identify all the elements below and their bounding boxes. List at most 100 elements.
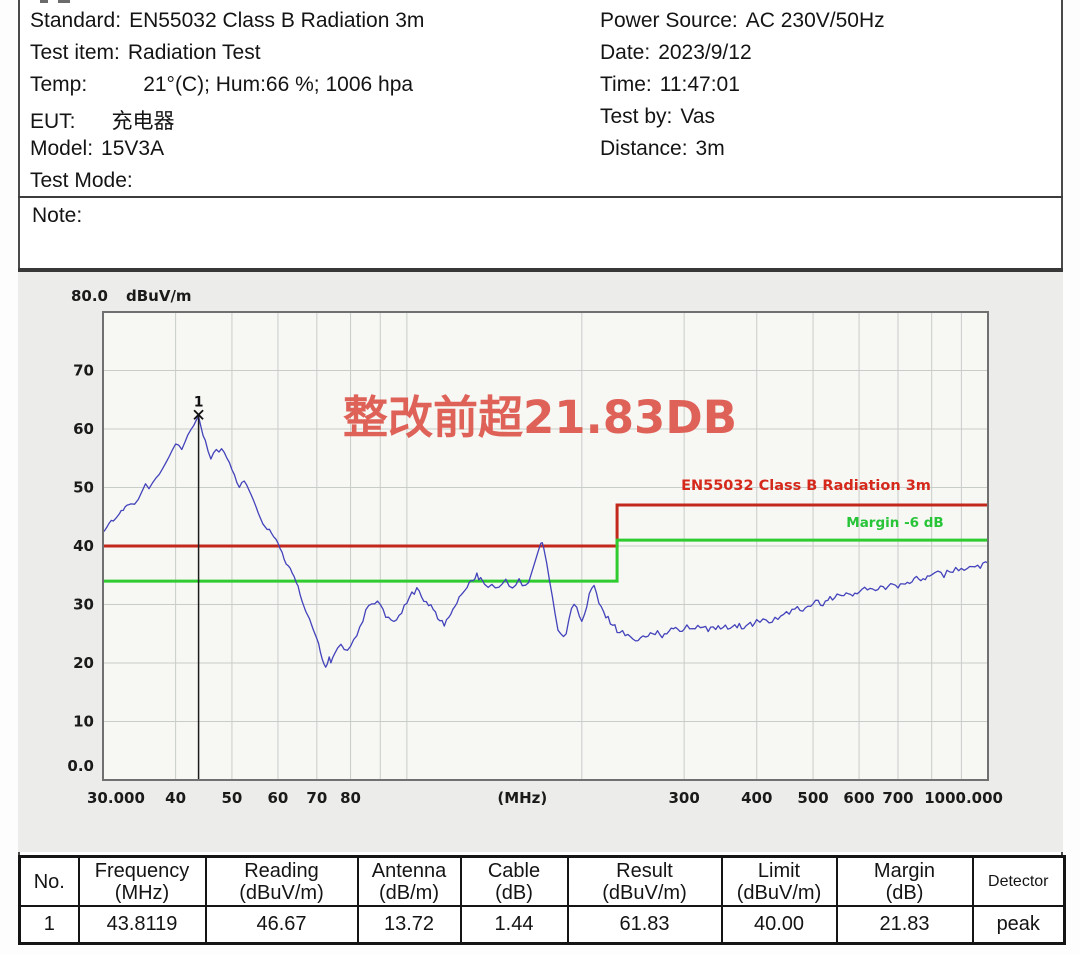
test-info-row-left-0: Standard: EN55032 Class B Radiation 3m [30,9,424,33]
field-label: Temp: [30,73,88,96]
column-unit: (dB) [885,881,924,904]
test-info-row-right-0: Power Source: AC 230V/50Hz [600,9,885,33]
x-tick-label: 60 [268,789,289,807]
field-value: 3m [695,137,725,160]
measurement-trace [102,415,989,668]
column-name: Limit [757,859,801,882]
table-cell: peak [971,905,1066,945]
field-value: Radiation Test [127,41,261,64]
margin-line-label: Margin -6 dB [846,515,943,531]
header-note-divider [18,196,1063,198]
field-value: 11:47:01 [659,73,740,96]
x-tick-label: 700 [882,789,913,807]
chart-panel: 1 EN55032 Class B Radiation 3m Margin -6 d… [18,272,1063,852]
test-info-row-right-1: Date: 2023/9/12 [600,41,752,65]
y-tick-label: 10 [73,713,94,731]
test-info-row-right-4: Distance: 3m [600,137,725,161]
column-header-reading: Reading (dBuV/m) [204,855,359,907]
table-cell: 1.44 [459,905,569,945]
note-label: Note: [32,204,83,227]
y-axis-max-label: 80.0 [71,287,108,305]
field-label: Test by: [600,105,673,128]
x-tick-label: 600 [843,789,874,807]
field-label: Test Mode: [30,169,133,192]
x-tick-label: 400 [741,789,772,807]
results-table-header-row: No. Frequency (MHz) Reading (dBuV/m) Antenna(… [18,855,1066,907]
column-name: Antenna [371,859,447,882]
column-name: Margin [873,859,936,882]
x-tick-label: 500 [797,789,828,807]
limit-line-label: EN55032 Class B Radiation 3m [681,478,931,494]
table-cell: 46.67 [204,905,359,945]
field-label: Distance: [600,137,688,160]
column-unit: (dBuV/m) [736,881,822,904]
test-info-row-left-4: Model: 15V3A [30,137,164,161]
x-axis-unit-label: (MHz) [497,789,547,807]
table-cell: 61.83 [566,905,723,945]
margin-line [103,538,988,583]
limit-line [103,503,988,548]
field-label: Standard: [30,9,122,32]
x-tick-label: 40 [165,789,186,807]
column-name: No. [33,870,65,893]
column-name: Cable [487,859,541,882]
x-tick-label: 80 [340,789,361,807]
field-label: Test item: [30,41,120,64]
field-label: Time: [600,73,652,96]
y-axis-unit-label: dBuV/m [126,287,192,305]
field-label: EUT: [30,110,76,133]
column-header-detector: Detector [971,855,1066,907]
emissions-chart: 1 EN55032 Class B Radiation 3m Margin -6 d… [67,287,1003,807]
table-cell: 43.8119 [77,905,207,945]
column-name: Detector [988,872,1049,890]
field-value: Vas [680,105,716,128]
test-info-row-right-3: Test by: Vas [600,105,715,129]
table-cell: 21.83 [835,905,974,945]
cropped-text-artifact [58,0,70,3]
column-header-limit: Limit (dBuV/m) [720,855,838,907]
test-info-row-left-5: Test Mode: [30,169,141,193]
field-label: Date: [600,41,651,64]
field-value: 2023/9/12 [658,41,752,64]
test-info-row-left-2: Temp: 21°(C); Hum:66 %; 1006 hpa [30,73,413,97]
field-value: 充电器 [111,110,175,133]
y-tick-label: 50 [73,479,94,497]
column-name: Reading [244,859,319,882]
table-cell: 1 [18,905,80,945]
test-info-row-left-1: Test item: Radiation Test [30,41,261,65]
test-info-row-right-2: Time: 11:47:01 [600,73,740,97]
note-chart-divider [18,268,1063,272]
table-row: 1 43.8119 46.67 13.72 1.44 61.83 40.00 21.83 pea… [18,905,1066,945]
exceed-annotation: 整改前超21.83DB [343,391,737,444]
marker-number-label: 1 [194,394,204,410]
test-info-row-left-3: EUT: 充电器 [30,105,175,135]
x-tick-label: 300 [668,789,699,807]
column-unit: (dB) [495,881,533,904]
x-tick-label: 50 [221,789,242,807]
x-tick-label: 70 [306,789,327,807]
column-header-antenna: Antenna (dB/m) [356,855,462,907]
y-tick-label: 60 [73,420,94,438]
column-unit: (dBuV/m) [239,881,324,904]
field-label: Model: [30,137,94,160]
column-header-no: No. [18,855,80,907]
y-axis-min-label: 0.0 [67,757,94,775]
column-name: Result [616,859,673,882]
y-tick-label: 40 [73,537,94,555]
table-cell: 13.72 [356,905,462,945]
field-label: Power Source: [600,9,738,32]
field-value: AC 230V/50Hz [745,9,885,32]
column-unit: (MHz) [114,881,170,904]
y-tick-label: 70 [73,362,94,380]
column-name: Frequency [94,859,190,882]
y-tick-label: 30 [73,596,94,614]
field-value: 15V3A [101,137,165,160]
column-header-margin: Margin (dB) [835,855,974,907]
column-header-frequency: Frequency (MHz) [77,855,207,907]
column-header-cable: Cable (dB) [459,855,569,907]
field-value: 21°(C); Hum:66 %; 1006 hpa [143,73,414,96]
table-cell: 40.00 [720,905,838,945]
x-tick-label: 30.000 [87,789,145,807]
x-tick-label: 1000.000 [924,789,1003,807]
